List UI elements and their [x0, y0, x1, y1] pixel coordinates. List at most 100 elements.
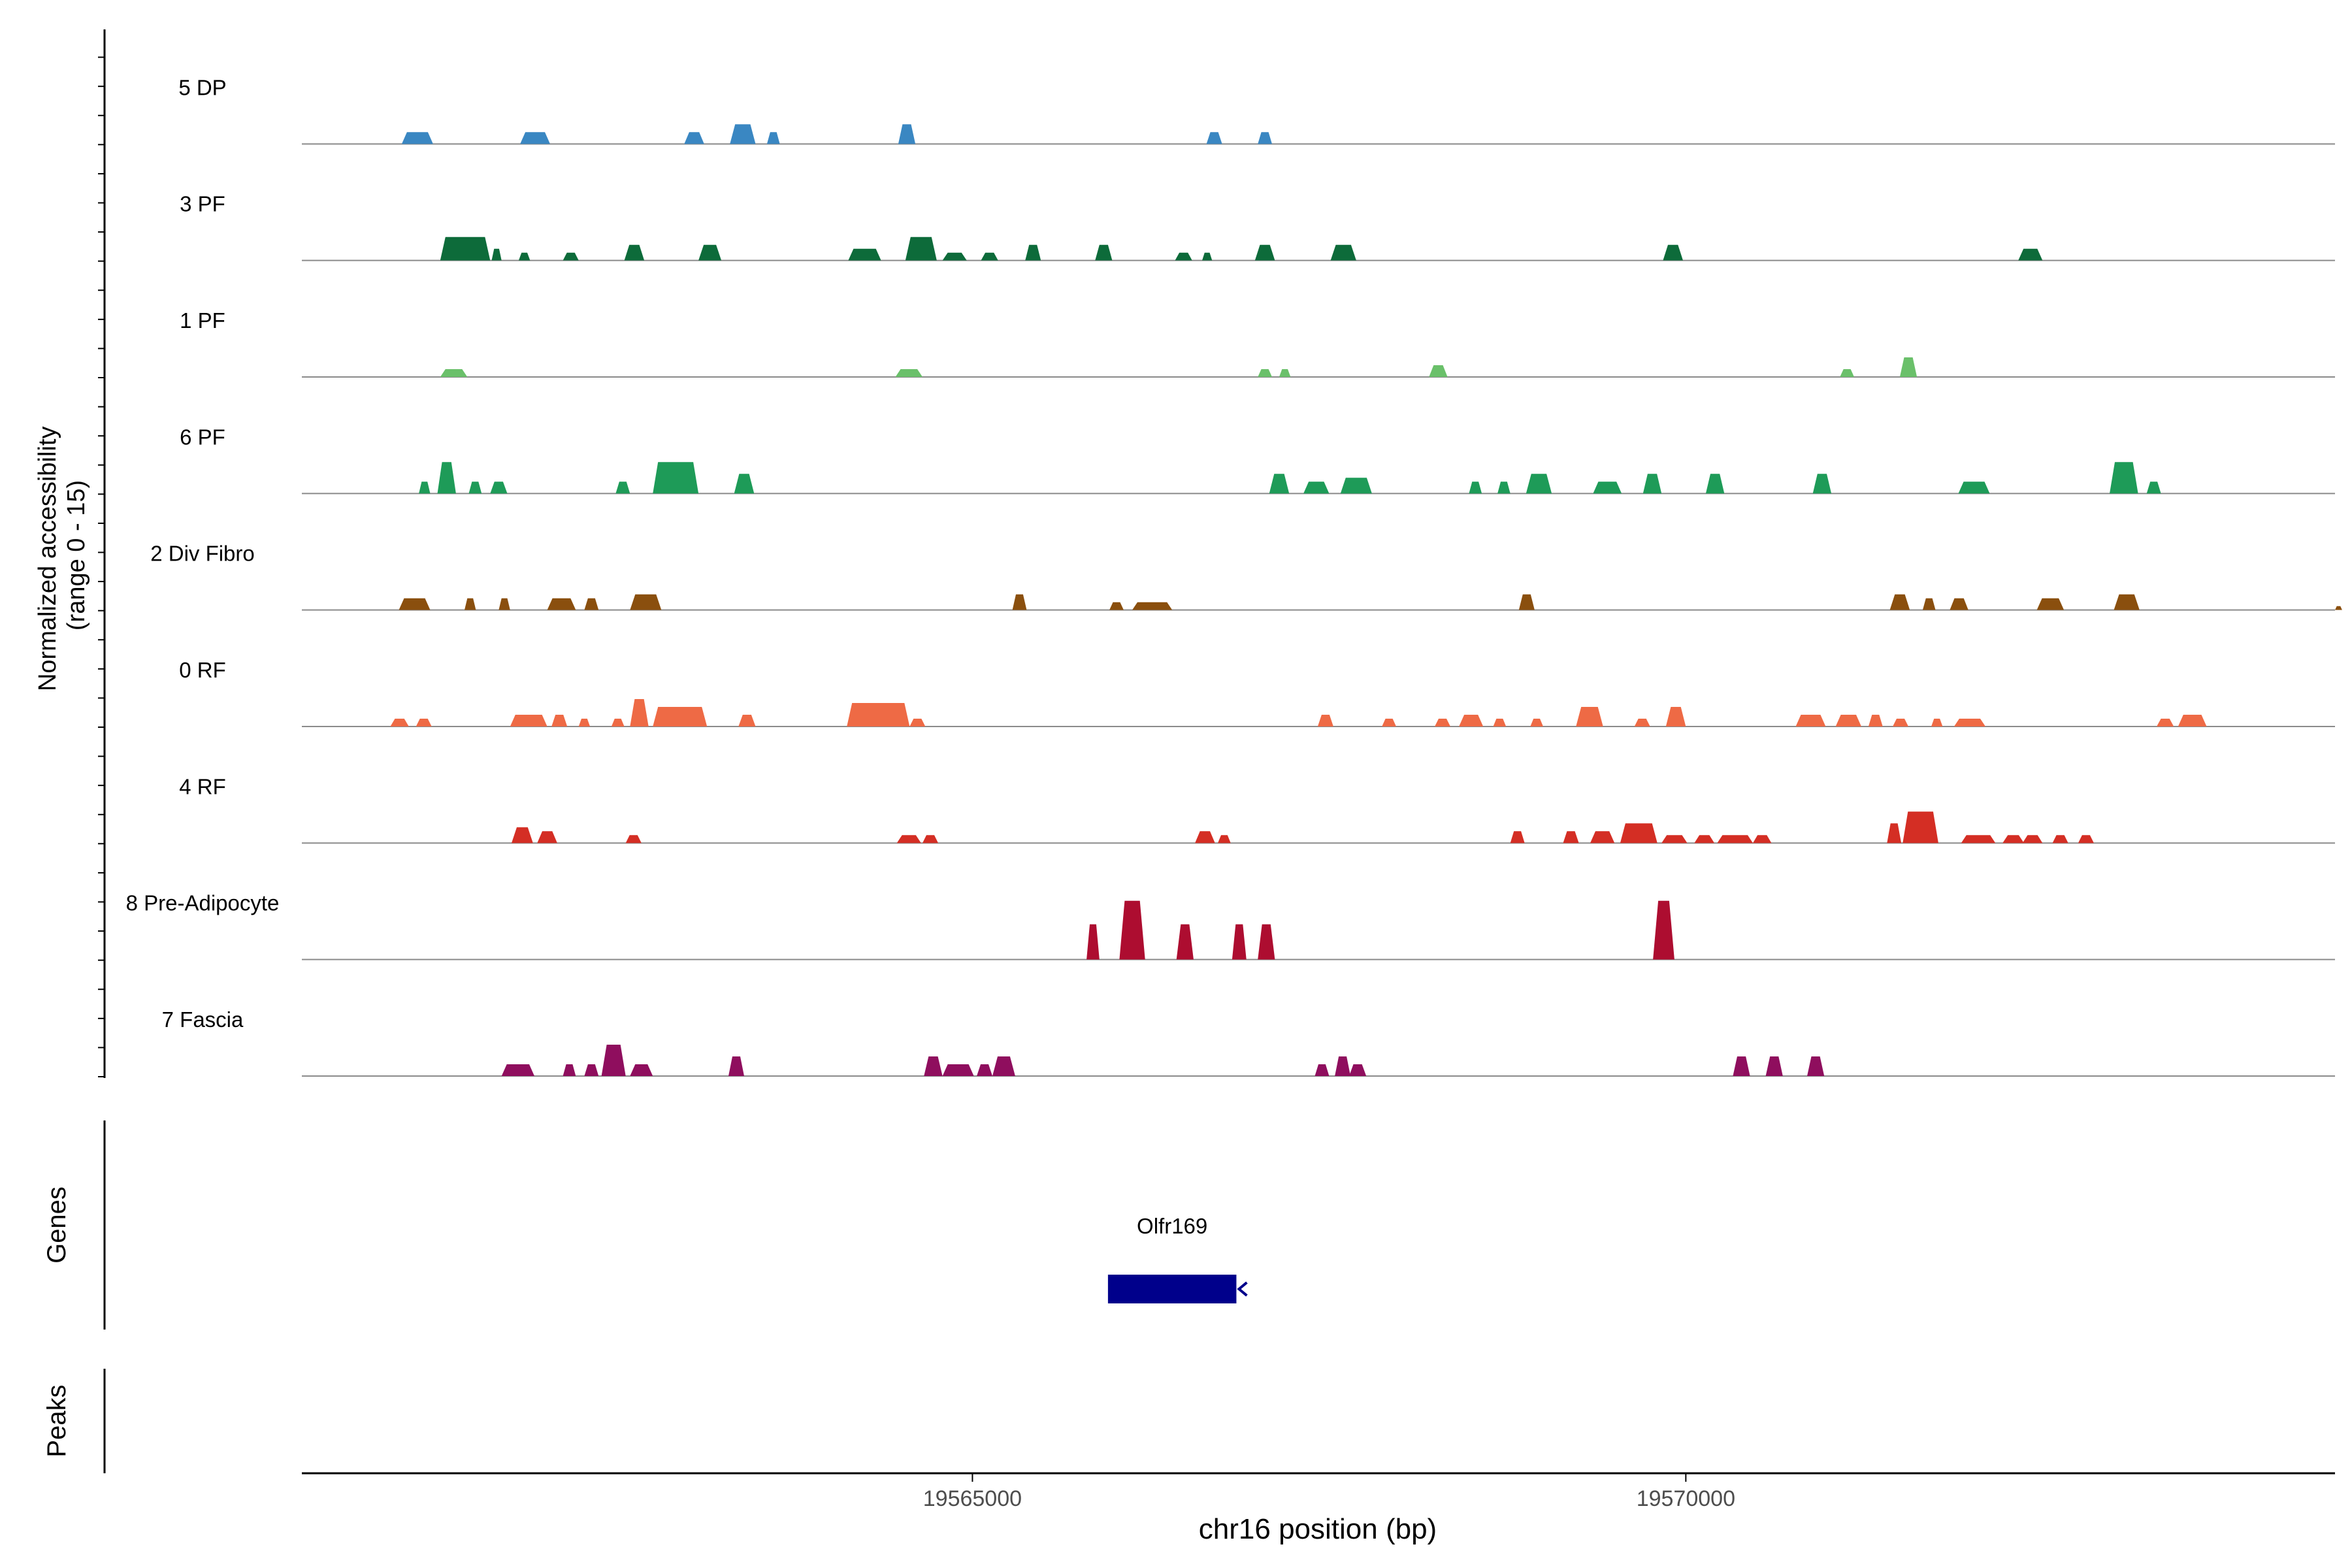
coverage-peak: [510, 715, 547, 727]
coverage-peak: [981, 252, 998, 261]
coverage-peak: [1661, 835, 1688, 843]
coverage-peak: [2018, 248, 2043, 261]
coverage-peak: [611, 719, 625, 727]
track-label: 0 RF: [179, 658, 226, 682]
y-axis-ticks: [98, 56, 105, 1077]
coverage-peak: [1931, 719, 1943, 727]
coverage-peak: [1665, 707, 1686, 727]
coverage-peak: [498, 598, 510, 610]
y-axis-label-line-1: Normalized accessibility: [34, 427, 61, 691]
coverage-peak: [399, 598, 431, 610]
coverage-peak: [1469, 482, 1482, 494]
coverage-peak: [1958, 482, 1990, 494]
coverage-peak: [578, 719, 591, 727]
coverage-peak: [2022, 835, 2043, 843]
x-axis-label: chr16 position (bp): [1199, 1513, 1437, 1545]
track-3: [302, 462, 2335, 495]
coverage-peak: [465, 598, 476, 610]
coverage-peak: [547, 598, 576, 610]
track-labels: 5 DP 3 PF 1 PF 6 PF 2 Div Fibro 0 RF 4 RF 8 Pre…: [126, 75, 280, 1032]
track-5: [302, 699, 2335, 727]
coverage-peak: [1663, 244, 1683, 261]
strand-arrow: [1237, 1281, 1248, 1297]
coverage-peak: [1429, 365, 1448, 377]
coverage-peak: [909, 719, 926, 727]
coverage-peak: [1254, 244, 1275, 261]
coverage-peak: [1620, 823, 1658, 843]
coverage-peak: [615, 482, 630, 494]
y-axis-label: Normalized accessibility (range 0 - 15): [34, 419, 90, 691]
coverage-peak: [1840, 369, 1854, 377]
coverage-peak: [624, 244, 645, 261]
track-label: 6 PF: [180, 425, 225, 449]
coverage-peak: [1497, 482, 1511, 494]
coverage-peak: [1563, 831, 1579, 843]
coverage-peak: [537, 831, 557, 843]
coverage-peak: [563, 252, 579, 261]
track-2: [302, 357, 2335, 378]
coverage-peak: [1382, 719, 1396, 727]
coverage-peak: [1317, 715, 1333, 727]
coverage-peak: [1812, 474, 1832, 494]
coverage-peak: [1868, 715, 1883, 727]
coverage-peak: [923, 835, 938, 843]
coverage-peak: [2052, 835, 2068, 843]
coverage-peak: [501, 1064, 534, 1076]
coverage-peak: [491, 248, 502, 261]
coverage-peak: [1705, 474, 1725, 494]
coverage-peak: [1795, 715, 1826, 727]
coverage-peak: [468, 482, 482, 494]
coverage-peak: [1095, 244, 1113, 261]
coverage-peak: [1510, 831, 1525, 843]
coverage-peak: [1590, 831, 1615, 843]
track-label: 4 RF: [179, 774, 226, 798]
coverage-peak: [440, 369, 468, 377]
coverage-peak: [1807, 1056, 1825, 1076]
coverage-peak: [766, 132, 780, 144]
track-label: 8 Pre-Adipocyte: [126, 891, 280, 915]
coverage-peak: [1733, 1056, 1750, 1076]
track-label: 3 PF: [180, 192, 225, 216]
coverage-peak: [1642, 474, 1662, 494]
x-axis: 19565000 19570000 chr16 position (bp): [302, 1472, 2335, 1545]
coverage-peak: [1315, 1064, 1330, 1076]
coverage-peak: [848, 248, 881, 261]
coverage-peak: [437, 462, 456, 494]
coverage-peak: [1025, 244, 1041, 261]
coverage-peak: [977, 1064, 992, 1076]
coverage-peak: [563, 1064, 576, 1076]
coverage-peak: [1258, 369, 1272, 377]
coverage-peak: [1175, 252, 1192, 261]
coverage-peak: [1518, 594, 1535, 610]
coverage-peak: [1953, 719, 1985, 727]
coverage-peak: [1493, 719, 1507, 727]
coverage-peak: [490, 482, 508, 494]
coverage-peak: [1576, 707, 1603, 727]
x-axis-tick-label: 19570000: [1637, 1486, 1735, 1511]
coverage-peak: [1195, 831, 1215, 843]
coverage-peak: [738, 715, 756, 727]
coverage-peak: [630, 594, 662, 610]
coverage-peak: [1765, 1056, 1783, 1076]
coverage-peak: [1232, 924, 1247, 960]
coverage-peak: [1202, 252, 1213, 261]
coverage-peak: [1459, 715, 1484, 727]
coverage-peak: [2110, 462, 2138, 494]
coverage-peak: [512, 827, 533, 843]
coverage-peak: [1119, 900, 1145, 960]
coverage-peak: [1903, 811, 1938, 843]
coverage-peak: [416, 719, 432, 727]
coverage-peak: [1717, 835, 1753, 843]
coverage-peak: [630, 1064, 653, 1076]
coverage-peak: [684, 132, 704, 144]
coverage-peak: [1218, 835, 1231, 843]
track-1: [302, 237, 2335, 261]
coverage-peak: [551, 715, 568, 727]
gene-label: Olfr169: [1137, 1214, 1207, 1238]
coverage-peak: [601, 1045, 626, 1076]
y-axis: Normalized accessibility (range 0 - 15): [34, 29, 106, 1078]
gene-models: Olfr169: [1107, 1214, 1248, 1303]
track-0: [302, 124, 2335, 145]
coverage-peak: [653, 462, 699, 494]
